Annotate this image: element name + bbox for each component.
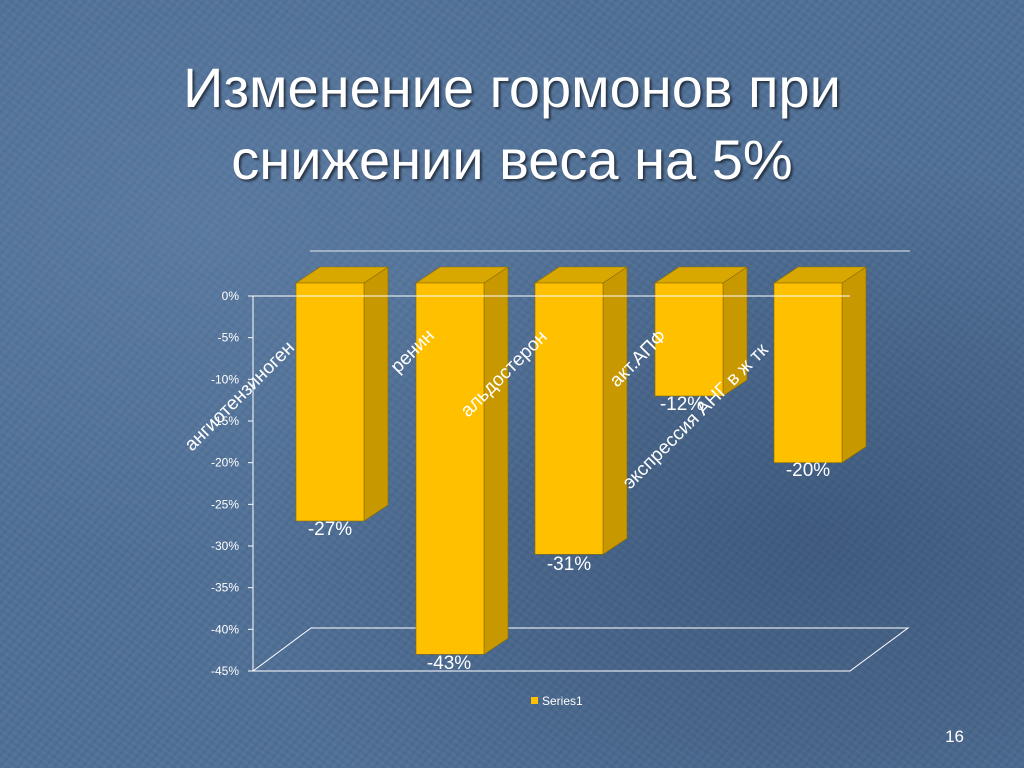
slide-title: Изменение гормонов при снижении веса на … [60,52,964,196]
y-tick-label: -45% [211,664,239,678]
bar [534,282,604,555]
y-tick-label: -5% [218,331,240,345]
bar [654,282,724,397]
y-tick-label: -15% [211,414,239,428]
legend-swatch [531,697,538,704]
y-tick-label: -30% [211,539,239,553]
bar-side [483,266,509,655]
bar-side [363,266,389,522]
bar-side [602,266,628,555]
data-label: -31% [547,554,591,575]
legend-label: Series1 [542,694,583,708]
y-tick-label: -10% [211,372,239,386]
y-tick-label: -20% [211,456,239,470]
chart-floor [251,627,910,672]
bar [773,282,843,463]
y-tick-label: -35% [211,581,239,595]
title-line-2: снижении веса на 5% [231,128,793,191]
data-label: -27% [308,519,352,540]
title-line-1: Изменение гормонов при [183,56,841,119]
category-label: ангиотензиноген [181,337,299,455]
bar [295,282,365,522]
data-label: -43% [427,653,471,674]
y-tick-label: -40% [211,622,239,636]
bar [415,282,485,655]
data-label: -12% [660,394,704,415]
page-number: 16 [945,727,964,746]
y-tick-label: -25% [211,497,239,511]
data-label: -20% [786,460,830,481]
y-tick-label: 0% [222,289,240,303]
